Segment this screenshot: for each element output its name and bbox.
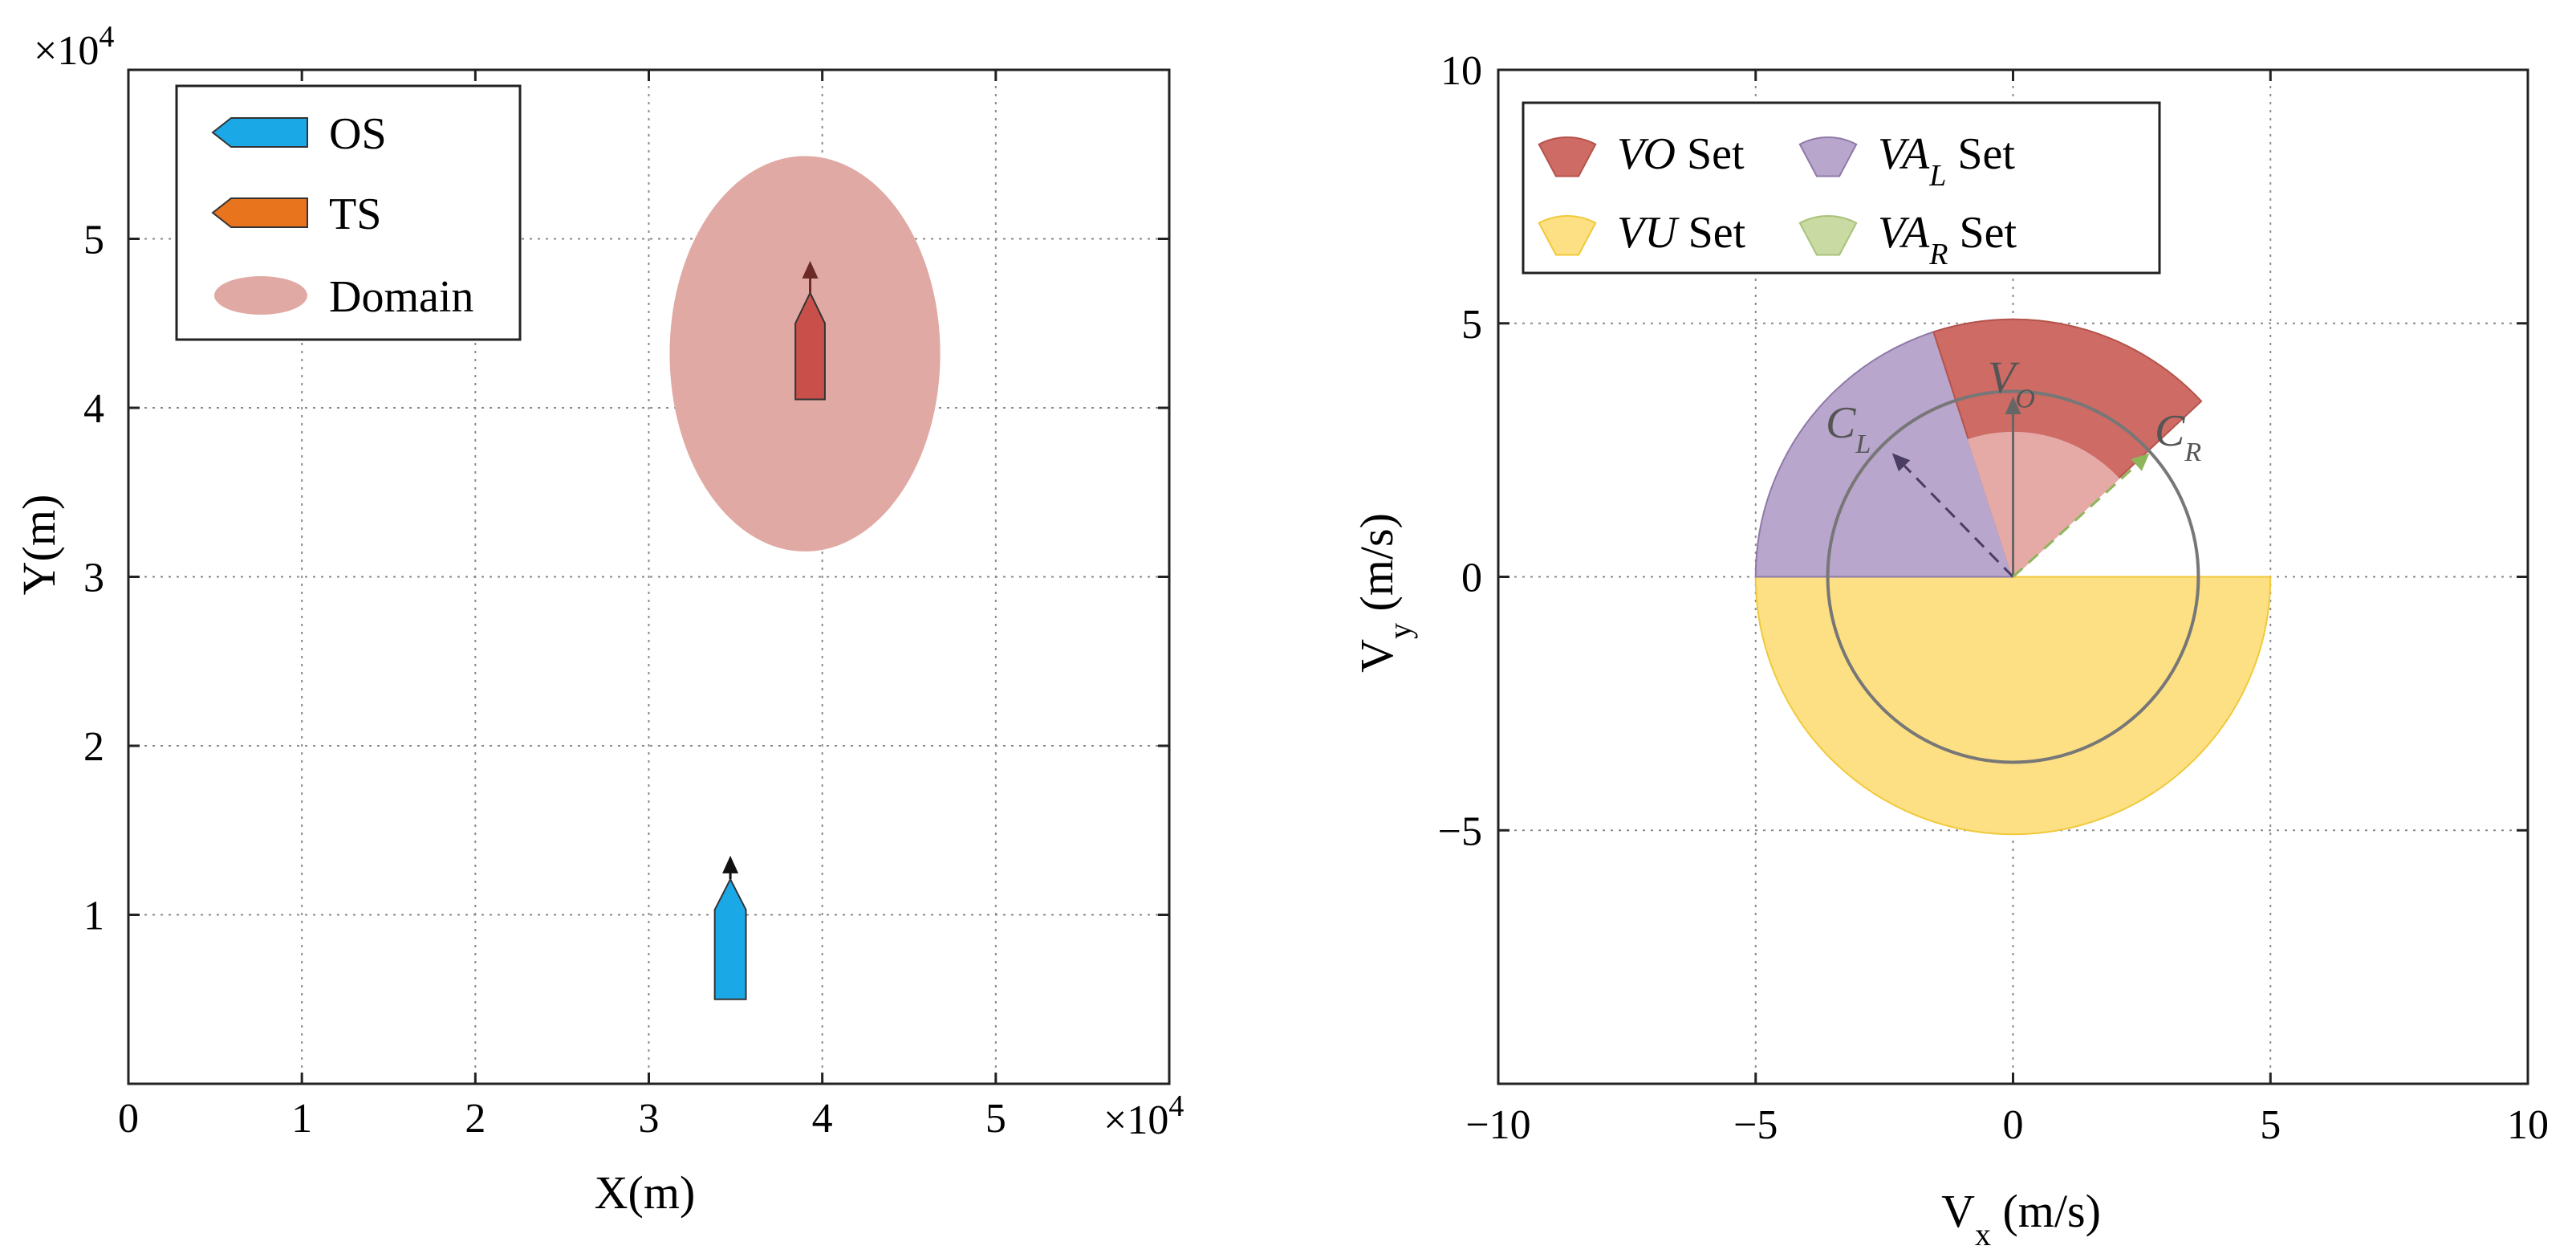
vector-arrowhead-v-o <box>2005 396 2021 414</box>
y-tick-label: 5 <box>1461 302 1482 348</box>
x-tick-label: 1 <box>291 1096 312 1142</box>
x-tick-label: 4 <box>812 1096 833 1142</box>
x-tick-label: −5 <box>1733 1102 1778 1148</box>
vector-arrowhead-c-l <box>1891 453 1911 472</box>
legend-label-val: VAL Set <box>1878 129 2015 193</box>
vector-label-v-o: VO <box>1988 353 2035 414</box>
sector-vu <box>1754 576 2272 836</box>
y-axis-title: Vy (m/s) <box>1351 513 1418 673</box>
x-tick-label: 5 <box>985 1096 1006 1142</box>
vector-label-c-r: CR <box>2155 406 2201 467</box>
x-tick-label: 0 <box>2003 1102 2024 1148</box>
ship-OS <box>713 877 747 1000</box>
y-tick-label: 10 <box>1440 48 1482 94</box>
x-tick-label: 3 <box>639 1096 660 1142</box>
y-tick-label: 4 <box>83 386 104 432</box>
ship-TS <box>794 291 826 401</box>
legend-label-var: VAR Set <box>1878 208 2017 271</box>
speed-circle <box>1826 389 2200 764</box>
x-tick-label: 10 <box>2507 1102 2549 1148</box>
sector-vo-inner <box>1967 431 2120 579</box>
y-tick-label: 2 <box>83 724 104 770</box>
position-chart: 0 1 2 3 4 5 1 2 3 4 5 ×104 ×104 X(m) Y(m) OS TS Domain <box>13 20 1184 1219</box>
x-exponent-label: ×104 <box>1103 1089 1184 1143</box>
y-exponent-label: ×104 <box>34 20 114 74</box>
legend-label-os: OS <box>329 109 387 159</box>
y-tick-label: −5 <box>1438 808 1482 854</box>
heading-arrowhead-TS <box>802 260 819 279</box>
y-tick-label: 0 <box>1461 556 1482 601</box>
legend-swatch-vo <box>1538 136 1597 177</box>
legend-swatch-vu <box>1538 215 1597 256</box>
velocity-chart: VO CL CR −10 −5 0 5 10 −5 0 5 10 Vx (m/s) Vy (m/s) VO … <box>1351 48 2549 1252</box>
heading-arrowhead-OS <box>722 855 739 873</box>
x-tick-label: 5 <box>2260 1102 2281 1148</box>
vector-c-l <box>1904 465 2014 578</box>
y-tick-label: 1 <box>83 894 104 939</box>
legend-label-vo: VO Set <box>1617 129 1745 179</box>
x-axis-title: X(m) <box>595 1166 696 1219</box>
legend-swatch-os <box>211 117 308 148</box>
x-tick-label: 0 <box>118 1096 139 1142</box>
legend-label-domain: Domain <box>329 272 473 322</box>
legend-swatch-ts <box>211 197 308 228</box>
y-axis-title: Y(m) <box>13 495 65 596</box>
legend-label-vu: VU Set <box>1617 208 1746 258</box>
vector-c-r <box>2012 464 2138 578</box>
legend: OS TS Domain <box>175 84 522 341</box>
y-tick-label: 3 <box>83 556 104 601</box>
legend: VO Set VAL Set VU Set VAR Set <box>1522 101 2161 275</box>
legend-swatch-val <box>1798 136 1858 177</box>
x-tick-label: −10 <box>1465 1102 1530 1148</box>
legend-swatch-var <box>1798 215 1858 256</box>
legend-label-ts: TS <box>329 189 381 239</box>
x-axis-title: Vx (m/s) <box>1941 1185 2101 1252</box>
legend-swatch-domain <box>214 276 307 315</box>
y-tick-label: 5 <box>83 218 104 263</box>
vector-arrowhead-c-r <box>2131 453 2150 471</box>
x-tick-label: 2 <box>465 1096 486 1142</box>
vector-label-c-l: CL <box>1826 398 1871 459</box>
